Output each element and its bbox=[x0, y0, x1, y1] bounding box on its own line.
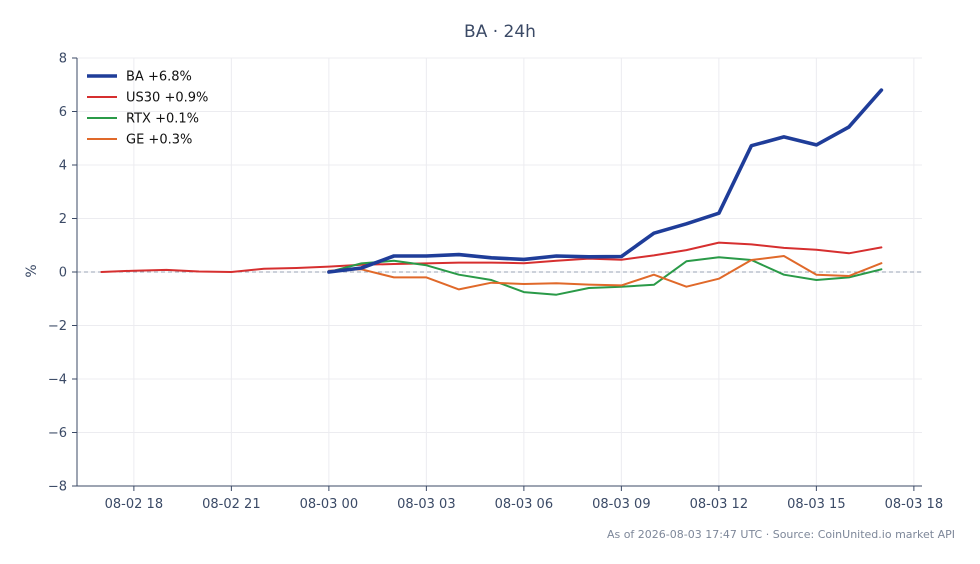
x-tick-label: 08-03 09 bbox=[592, 497, 650, 512]
series-line-1 bbox=[100, 241, 883, 273]
series-line-2 bbox=[327, 256, 883, 296]
y-tick-label: −2 bbox=[48, 319, 67, 334]
legend-label-1: US30 +0.9% bbox=[126, 91, 208, 106]
x-tick-label: 08-02 21 bbox=[202, 497, 260, 512]
y-tick-label: 4 bbox=[59, 159, 67, 174]
y-tick-label: −4 bbox=[48, 373, 67, 388]
x-tick-label: 08-03 15 bbox=[787, 497, 845, 512]
x-tick-label: 08-03 03 bbox=[397, 497, 455, 512]
axes bbox=[72, 57, 922, 491]
x-tick-label: 08-03 06 bbox=[495, 497, 553, 512]
tick-labels: −8 −6 −4 −2 0 2 4 6 8 08-02 18 08-02 21 08-03 00 08-… bbox=[48, 52, 943, 513]
legend-label-3: GE +0.3% bbox=[126, 133, 192, 148]
series-group bbox=[100, 88, 884, 296]
legend-label-2: RTX +0.1% bbox=[126, 112, 199, 127]
x-tick-label: 08-03 18 bbox=[885, 497, 943, 512]
x-tick-label: 08-02 18 bbox=[105, 497, 163, 512]
y-axis-label: % bbox=[24, 264, 40, 277]
y-tick-label: 2 bbox=[59, 212, 67, 227]
series-line-3 bbox=[327, 255, 883, 291]
legend-label-0: BA +6.8% bbox=[126, 70, 192, 85]
y-tick-label: 0 bbox=[59, 266, 67, 281]
chart-title: BA · 24h bbox=[464, 22, 536, 42]
x-tick-label: 08-03 00 bbox=[300, 497, 358, 512]
y-tick-label: 8 bbox=[59, 52, 67, 67]
source-footer: As of 2026-08-03 17:47 UTC · Source: Coi… bbox=[607, 528, 955, 541]
y-tick-label: −6 bbox=[48, 426, 67, 441]
y-tick-label: −8 bbox=[48, 480, 67, 495]
x-tick-label: 08-03 12 bbox=[690, 497, 748, 512]
legend: BA +6.8% US30 +0.9% RTX +0.1% GE +0.3% bbox=[87, 70, 208, 148]
series-line-0 bbox=[327, 88, 884, 274]
y-tick-label: 6 bbox=[59, 105, 67, 120]
